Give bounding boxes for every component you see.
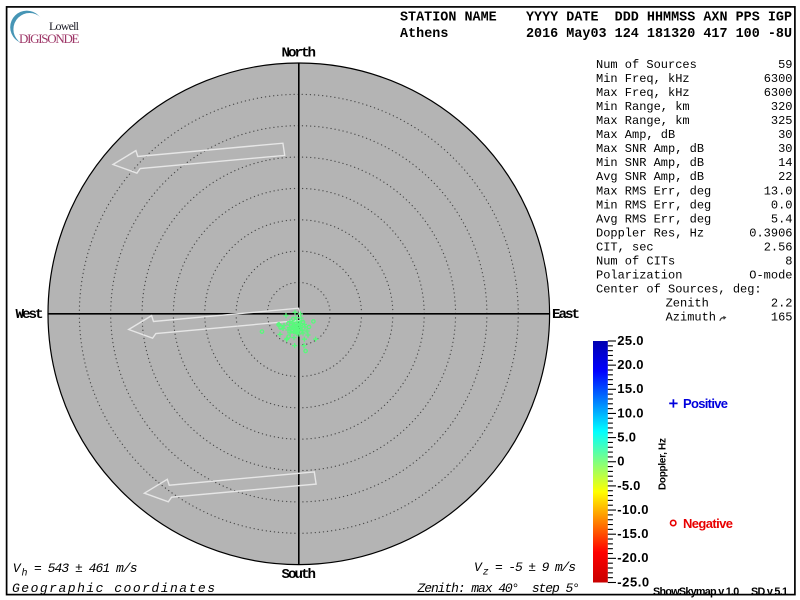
svg-text:North: North [282,45,317,61]
svg-text:Max RMS Err, deg: Max RMS Err, deg [596,184,711,198]
svg-text:Max Freq, kHz: Max Freq, kHz [596,86,690,100]
svg-text:-20.0: -20.0 [617,550,648,565]
svg-text:2016 May03 124 181320 417 100: 2016 May03 124 181320 417 100 -8U [526,27,792,42]
svg-text:Num of CITs: Num of CITs [596,254,675,268]
svg-text:-25.0: -25.0 [617,574,649,589]
svg-text:Avg RMS Err, deg: Avg RMS Err, deg [596,212,711,226]
svg-text:5.0: 5.0 [617,430,636,445]
svg-text:-5.0: -5.0 [617,478,640,493]
svg-text:Min Freq, kHz: Min Freq, kHz [596,72,690,86]
svg-text:0: 0 [617,454,624,469]
svg-text:Positive: Positive [683,396,728,411]
svg-text:SD v 5.1: SD v 5.1 [751,586,788,598]
svg-text:2.56: 2.56 [764,240,793,254]
svg-text:V: V [13,561,22,576]
svg-text:East: East [552,307,580,323]
svg-text:320: 320 [771,100,793,114]
svg-text:DIGISONDE: DIGISONDE [19,31,80,46]
svg-text:2.2: 2.2 [771,297,793,311]
svg-text:South: South [282,567,317,583]
svg-text:14: 14 [778,156,792,170]
svg-text:Athens: Athens [400,27,448,42]
svg-text:Min RMS Err, deg: Min RMS Err, deg [596,198,711,212]
svg-text:Max Amp, dB: Max Amp, dB [596,128,675,142]
svg-text:13.0: 13.0 [764,184,793,198]
svg-text:8: 8 [785,254,792,268]
svg-text:Min SNR Amp, dB: Min SNR Amp, dB [596,156,704,170]
svg-text:Geographic coordinates: Geographic coordinates [12,581,215,596]
svg-text:0.0: 0.0 [771,198,793,212]
svg-text:Center of Sources, deg:: Center of Sources, deg: [596,283,762,297]
svg-text:Negative: Negative [683,516,733,531]
svg-text:Zenith: Zenith [666,297,709,311]
svg-text:Num of Sources: Num of Sources [596,58,697,72]
svg-text:Doppler, Hz: Doppler, Hz [658,438,669,490]
svg-text:0.3906: 0.3906 [749,226,792,240]
svg-text:-10.0: -10.0 [617,502,648,517]
svg-text:h: h [22,568,28,580]
svg-text:6300: 6300 [764,86,793,100]
svg-text:= 543 ± 461 m/s: = 543 ± 461 m/s [34,561,138,576]
svg-text:325: 325 [771,114,793,128]
svg-text:10.0: 10.0 [617,405,643,420]
svg-text:30: 30 [778,128,792,142]
svg-text:Azimuth: Azimuth [666,311,716,325]
svg-text:22: 22 [778,170,792,184]
svg-text:ShowSkymap v 1.0: ShowSkymap v 1.0 [653,586,739,598]
svg-text:165: 165 [771,311,793,325]
svg-text:= -5 ± 9 m/s: = -5 ± 9 m/s [495,560,576,575]
svg-text:30: 30 [778,142,792,156]
svg-text:6300: 6300 [764,72,793,86]
svg-text:Zenith: max 40° step 5°: Zenith: max 40° step 5° [417,581,581,596]
svg-text:z: z [483,568,489,579]
svg-text:5.4: 5.4 [771,212,793,226]
svg-text:YYYY DATE DDD HHMMSS AXN PPS: YYYY DATE DDD HHMMSS AXN PPS IGP [526,11,792,26]
svg-text:STATION NAME: STATION NAME [400,11,497,26]
svg-text:V: V [474,560,483,575]
svg-text:Max Range, km: Max Range, km [596,114,690,128]
svg-text:Doppler Res, Hz: Doppler Res, Hz [596,226,704,240]
svg-text:CIT, sec: CIT, sec [596,240,654,254]
svg-text:Min Range, km: Min Range, km [596,100,690,114]
svg-text:20.0: 20.0 [617,357,643,372]
svg-text:25.0: 25.0 [617,333,643,348]
svg-text:West: West [16,307,44,323]
svg-text:Polarization: Polarization [596,268,682,282]
svg-text:15.0: 15.0 [617,381,643,396]
svg-text:Max SNR Amp, dB: Max SNR Amp, dB [596,142,704,156]
svg-text:Avg SNR Amp, dB: Avg SNR Amp, dB [596,170,704,184]
svg-text:-15.0: -15.0 [617,526,648,541]
svg-text:59: 59 [778,58,792,72]
svg-text:Lowell: Lowell [49,19,80,33]
svg-text:O-mode: O-mode [749,268,792,282]
